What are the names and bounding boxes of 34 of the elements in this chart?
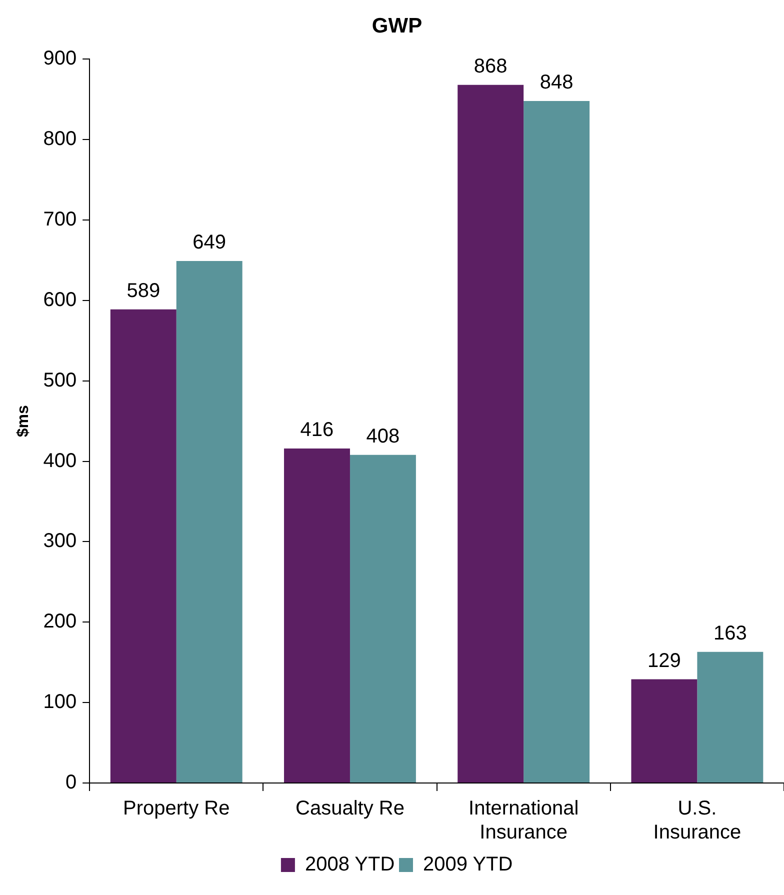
y-tick-label: 500 bbox=[43, 369, 77, 392]
data-label: 416 bbox=[300, 418, 334, 441]
y-tick-label: 0 bbox=[65, 772, 77, 794]
bar bbox=[458, 84, 524, 782]
x-tick-label: U.S. Insurance bbox=[653, 798, 742, 844]
y-tick-label: 400 bbox=[43, 450, 77, 472]
data-label: 163 bbox=[713, 622, 747, 644]
y-tick-label: 900 bbox=[43, 48, 77, 70]
bar bbox=[284, 448, 350, 782]
data-label: 589 bbox=[126, 280, 160, 302]
bar bbox=[350, 454, 416, 782]
bar bbox=[524, 101, 590, 782]
data-label: 868 bbox=[474, 55, 508, 78]
y-tick-label: 100 bbox=[43, 691, 77, 714]
y-tick-label: 700 bbox=[43, 208, 77, 231]
bar bbox=[110, 309, 176, 782]
legend-label: 2008 YTD bbox=[304, 854, 395, 876]
chart-title: GWP bbox=[372, 14, 422, 38]
x-tick-label: Casualty Re bbox=[296, 798, 404, 820]
data-label: 848 bbox=[540, 72, 574, 94]
bar bbox=[176, 261, 242, 782]
x-tick-label: International Insurance bbox=[468, 798, 579, 844]
x-tick-label: Property Re bbox=[123, 798, 230, 820]
bar bbox=[697, 652, 764, 782]
y-tick-label: 800 bbox=[43, 128, 77, 150]
y-tick-label: 200 bbox=[43, 610, 77, 633]
data-label: 129 bbox=[648, 650, 681, 672]
data-label: 408 bbox=[366, 425, 400, 448]
bar bbox=[631, 679, 698, 782]
y-tick-label: 300 bbox=[43, 530, 77, 552]
y-axis-title: $ms bbox=[15, 404, 32, 438]
legend-label: 2009 YTD bbox=[423, 854, 513, 876]
y-tick-label: 600 bbox=[43, 288, 77, 311]
data-label: 649 bbox=[192, 232, 226, 254]
